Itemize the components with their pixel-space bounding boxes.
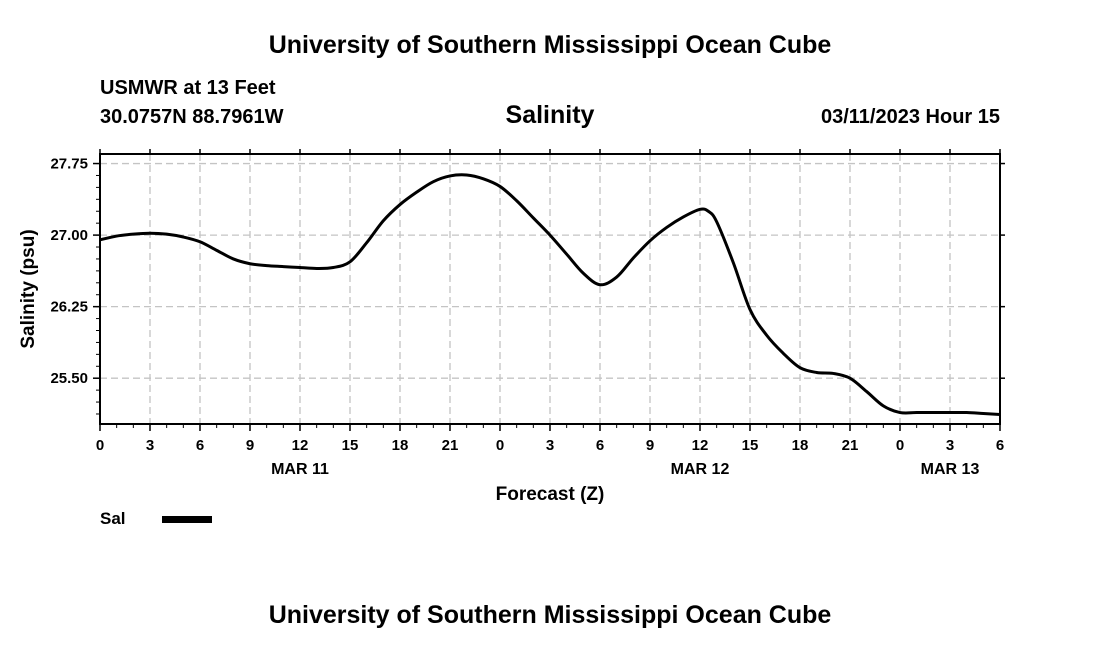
x-axis-title: Forecast (Z) xyxy=(496,484,605,505)
x-tick-label: 6 xyxy=(996,437,1004,454)
y-tick-label: 27.75 xyxy=(50,156,88,173)
x-tick-label: 18 xyxy=(392,437,409,454)
date-label: MAR 12 xyxy=(671,461,730,478)
legend-label: Sal xyxy=(100,509,126,528)
x-tick-label: 21 xyxy=(842,437,859,454)
axis-ticks xyxy=(93,149,1005,431)
station-coordinates: 30.0757N 88.7961W xyxy=(100,106,284,128)
x-tick-label: 12 xyxy=(292,437,309,454)
y-tick-label: 26.25 xyxy=(50,299,88,316)
x-tick-label: 0 xyxy=(96,437,104,454)
x-tick-label: 6 xyxy=(596,437,604,454)
x-tick-label: 3 xyxy=(946,437,954,454)
grid-lines xyxy=(100,154,1000,424)
plot-frame xyxy=(99,153,1001,425)
x-tick-label: 15 xyxy=(742,437,759,454)
x-tick-label: 0 xyxy=(896,437,904,454)
x-tick-label: 0 xyxy=(496,437,504,454)
y-tick-label: 27.00 xyxy=(50,227,88,244)
x-tick-label: 3 xyxy=(146,437,154,454)
footer-title: University of Southern Mississippi Ocean… xyxy=(268,601,832,629)
series-line-sal xyxy=(99,173,1001,416)
x-tick-label: 18 xyxy=(792,437,809,454)
x-tick-label: 21 xyxy=(442,437,459,454)
date-label: MAR 11 xyxy=(271,461,329,478)
x-tick-label: 3 xyxy=(546,437,554,454)
legend-swatch xyxy=(162,516,212,523)
y-axis-title: Salinity (psu) xyxy=(18,229,39,348)
y-tick-label: 25.50 xyxy=(50,370,88,387)
x-tick-label: 9 xyxy=(646,437,654,454)
x-tick-label: 15 xyxy=(342,437,359,454)
x-tick-label: 9 xyxy=(246,437,254,454)
axis-labels: 0 3 6 9 12 15 18 21 0 3 6 9 12 15 18 21 0 3 6 MAR 11 MAR 12 M… xyxy=(50,156,1004,478)
chart-title: Salinity xyxy=(505,101,595,129)
station-label: USMWR at 13 Feet xyxy=(100,77,276,99)
page-title: University of Southern Mississippi Ocean… xyxy=(268,31,832,59)
forecast-datetime: 03/11/2023 Hour 15 xyxy=(820,106,1000,128)
series-layer xyxy=(99,173,1001,416)
date-label: MAR 13 xyxy=(921,461,980,478)
x-tick-label: 6 xyxy=(196,437,204,454)
x-tick-label: 12 xyxy=(692,437,709,454)
